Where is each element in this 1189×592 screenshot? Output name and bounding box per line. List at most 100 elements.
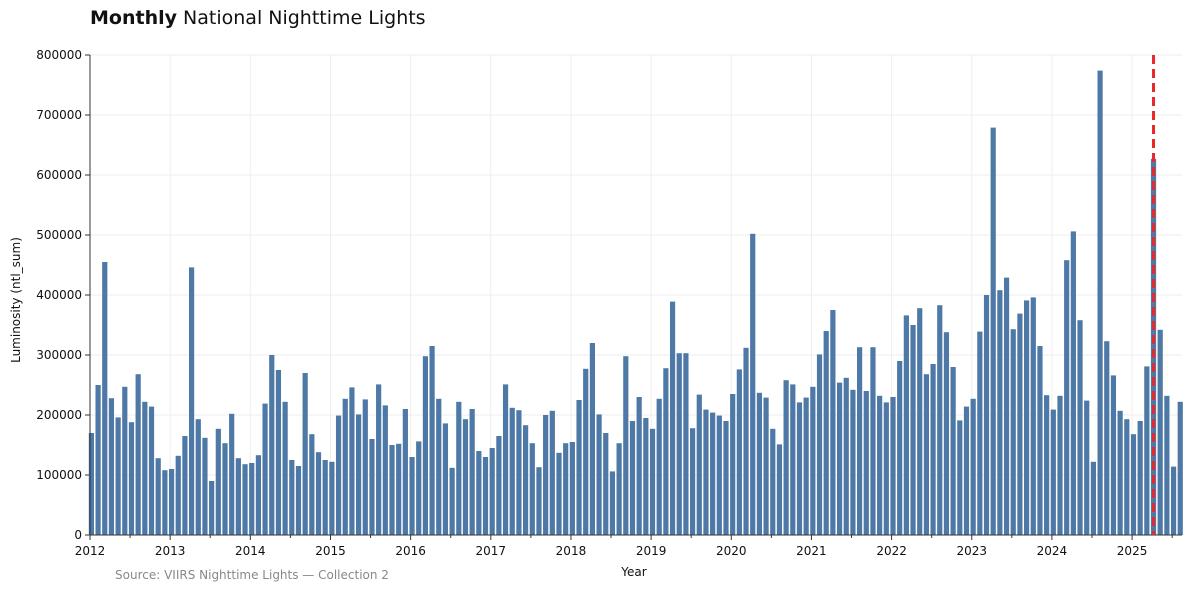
bar [823,331,829,535]
bar [282,401,288,535]
bar [356,414,362,535]
bar [683,353,689,535]
bar [168,469,175,535]
bar [209,481,215,535]
bar [295,466,302,535]
bar [422,356,428,535]
bar [88,433,94,535]
bar [222,443,228,535]
bar [1030,297,1036,535]
bar [189,267,195,535]
bar [402,409,408,535]
bar [997,290,1003,535]
bar [369,439,375,535]
bar [1017,313,1023,535]
bar [349,387,355,535]
bar [195,419,201,535]
x-tick-label: 2016 [395,544,426,558]
bar [710,412,716,535]
bar [1137,421,1143,535]
bar [215,428,221,535]
bar [696,394,702,535]
bar [376,384,382,535]
bar [229,413,235,535]
bar [857,347,863,535]
y-tick-label: 300000 [36,348,82,362]
bar [863,391,869,535]
bar [897,361,903,535]
y-tick-label: 100000 [36,468,82,482]
bar [1003,277,1010,535]
bar [102,262,108,535]
bar [783,380,789,535]
bar [1177,401,1183,535]
bar [429,346,435,535]
bar [1070,231,1076,535]
bar [549,410,555,535]
bar [142,401,148,535]
bar [1084,400,1090,535]
x-tick-label: 2020 [716,544,747,558]
bar [496,436,502,535]
bar [135,374,141,535]
bar [249,463,255,535]
bar [1104,341,1110,535]
x-tick-label: 2023 [956,544,987,558]
x-tick-label: 2017 [476,544,507,558]
y-tick-label: 0 [74,528,82,542]
bar [489,448,495,535]
bar [148,406,155,535]
bar [756,392,762,535]
y-tick-label: 500000 [36,228,82,242]
bar [1044,395,1050,535]
bar [883,402,889,535]
x-tick-label: 2019 [636,544,667,558]
bar [770,428,776,535]
y-tick-label: 400000 [36,288,82,302]
bar [656,398,662,535]
bar [636,397,642,535]
bar [923,374,929,535]
bar [910,325,916,535]
bar [643,418,649,535]
bar [242,464,248,535]
bar [1064,260,1070,535]
bar [589,343,595,535]
bar [95,385,101,535]
x-tick-label: 2018 [556,544,587,558]
bar [950,367,956,535]
y-axis-label: Luminosity (ntl_sum) [9,237,23,363]
bar [723,421,729,535]
bar [623,356,629,535]
x-tick-label: 2015 [315,544,346,558]
bar [108,398,115,535]
bar [1097,70,1103,535]
bar [1057,395,1063,535]
bar [202,437,208,535]
bar [609,471,616,535]
bar [309,434,315,535]
bar [409,457,415,535]
bar [1090,461,1096,535]
bar [1130,434,1137,535]
bar [750,233,756,536]
source-note: Source: VIIRS Nighttime Lights — Collect… [115,568,389,582]
bar [389,445,395,535]
bar [275,370,282,535]
bar [396,443,402,535]
bar [649,428,656,535]
bar [516,410,522,535]
chart-title: Monthly National Nighttime Lights [90,7,426,29]
bar [870,347,876,535]
bar [903,315,909,535]
bar [1010,329,1016,535]
bar [669,301,676,535]
bar [322,460,328,535]
bar [342,398,348,535]
bar [182,436,188,535]
bar [730,394,736,535]
bar [269,355,275,535]
bar [436,398,442,535]
bar [255,455,261,535]
